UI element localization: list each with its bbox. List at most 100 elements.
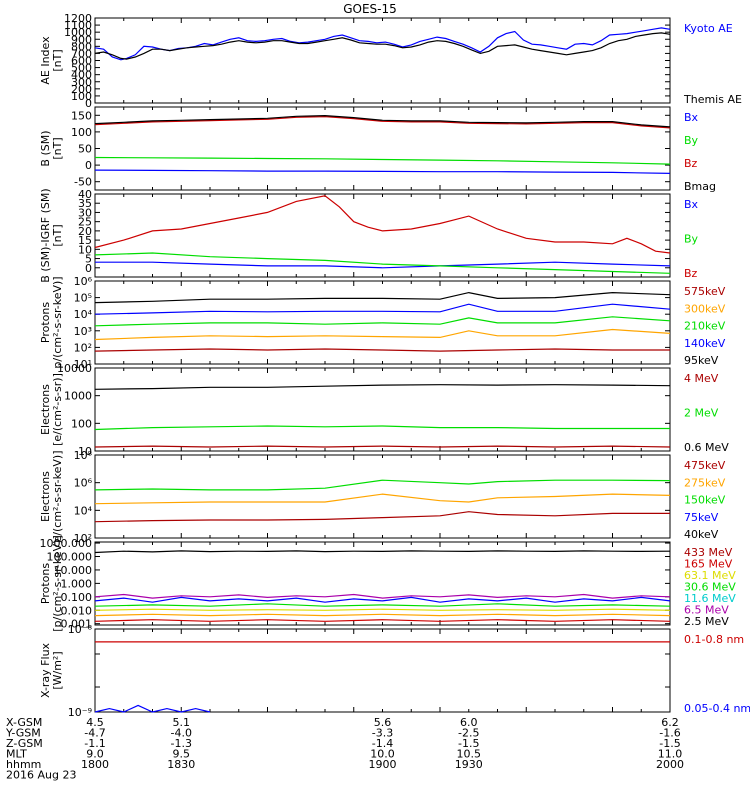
series-line-2-MeV: [94, 425, 670, 431]
series-line-433-MeV: [94, 619, 671, 622]
series-line-Bz: [94, 115, 671, 129]
y-axis-label: e/(cm²-s-sr-keV)]: [51, 451, 64, 543]
y-tick-label: 1000: [64, 390, 92, 403]
y-axis-label: [nT]: [51, 224, 64, 246]
x-row-value: 5.1: [173, 716, 191, 729]
x-row-label: X-GSM: [6, 716, 42, 729]
y-tick-label: 1000: [64, 26, 92, 39]
y-axis-label: [p/(cm²-s-sr-keV)]: [51, 535, 64, 632]
series-line-Themis-AE: [94, 32, 671, 60]
y-tick-label: 1200: [64, 12, 92, 25]
legend-item: 475keV: [684, 459, 726, 472]
legend-item: By: [684, 134, 699, 147]
x-row-value: 1830: [167, 758, 195, 771]
x-axis-date: 2016 Aug 23: [6, 769, 76, 782]
legend-item: Bx: [684, 111, 699, 124]
y-tick-label: 0: [85, 97, 92, 110]
x-row-label: MLT: [6, 748, 27, 761]
y-tick-label: 0.010: [61, 604, 93, 617]
x-row-value: 6.2: [661, 716, 679, 729]
series-line-165-MeV: [94, 613, 671, 617]
y-axis-label: p/(cm²-s-sr-keV)]: [51, 276, 64, 368]
y-tick-label: 10⁴: [74, 504, 93, 517]
legend-item: Bz: [684, 157, 698, 170]
y-tick-label: 100: [71, 90, 92, 103]
x-row-value: 10.0: [370, 748, 395, 761]
legend-item: Themis AE: [683, 93, 742, 106]
y-tick-label: 10⁸: [74, 449, 93, 462]
x-row-value: -3.3: [372, 727, 393, 740]
legend-item: Bmag: [684, 180, 716, 193]
y-tick-label: 25: [78, 216, 92, 229]
y-axis-label: X-ray Flux: [39, 642, 52, 698]
x-row-value: -4.7: [84, 727, 105, 740]
x-row-value: -4.0: [171, 727, 192, 740]
y-tick-label: 0.001: [61, 618, 93, 631]
x-row-value: 5.6: [374, 716, 392, 729]
x-row-label: hhmm: [6, 758, 41, 771]
y-tick-label: 5: [85, 253, 92, 266]
y-tick-label: 0.100: [61, 591, 93, 604]
legend-item: 30.6 MeV: [684, 581, 736, 594]
y-tick-label: 50: [78, 143, 92, 156]
series-line-300keV: [94, 328, 671, 341]
x-row-value: -1.5: [659, 737, 680, 750]
x-row-value: 1800: [81, 758, 109, 771]
y-tick-label: 10⁶: [74, 275, 93, 288]
series-line-11-6-MeV: [94, 596, 671, 603]
panel-frame: [94, 454, 671, 539]
series-line-475keV: [94, 511, 670, 523]
y-tick-label: 10⁶: [74, 477, 93, 490]
y-tick-label: 300: [71, 76, 92, 89]
y-tick-label: 1100: [64, 19, 92, 32]
y-axis-label: Electrons: [39, 471, 52, 522]
y-tick-label: 600: [71, 55, 92, 68]
y-axis-label: [e/(cm²-s-sr)]: [51, 373, 64, 446]
panel-electrons_diff: 10² 10⁴ 10⁶ 10⁸ Electrons e/(cm²-s-sr-keV)] 47…: [39, 449, 726, 545]
y-tick-label: 10²: [74, 532, 92, 545]
panel-frame: [94, 17, 671, 104]
x-row-value: -1.5: [458, 737, 479, 750]
legend-item: 165 MeV: [684, 558, 733, 571]
series-line-30-6-MeV: [94, 603, 671, 607]
series-line-575keV: [94, 348, 670, 352]
panel-protons_high: 0.0010.0100.1001.00010.000100.0001000.00…: [39, 535, 736, 632]
series-line-Bx: [95, 261, 671, 269]
y-axis-label: [W/m²]: [51, 651, 64, 689]
legend-item: 300keV: [684, 302, 726, 315]
y-tick-label: 10²: [74, 341, 92, 354]
x-row-value: 6.0: [460, 716, 478, 729]
figure-title: GOES-15: [343, 2, 397, 16]
y-tick-label: 200: [71, 83, 92, 96]
panel-electrons_int: 10 100 1000 10000 Electrons [e/(cm²-s-sr)] 4 M…: [39, 362, 729, 458]
legend-item: 63.1 MeV: [684, 569, 736, 582]
y-tick-label: 150: [71, 109, 92, 122]
x-row-value: -1.6: [659, 727, 680, 740]
legend-item: 4 MeV: [684, 372, 719, 385]
legend-item: 150keV: [684, 494, 726, 507]
series-line-Bz: [94, 195, 671, 254]
y-tick-label: 10: [78, 445, 92, 458]
y-tick-label: 10⁴: [74, 308, 93, 321]
series-line-6-5-MeV: [94, 593, 671, 599]
series-line-150keV: [94, 479, 671, 491]
y-tick-label: 100.000: [47, 551, 93, 564]
y-tick-label: 40: [78, 188, 92, 201]
x-row-value: -1.1: [84, 737, 105, 750]
legend-item: 2 MeV: [684, 407, 719, 420]
y-axis-label: B (SM)-IGRF (SM): [39, 188, 52, 282]
legend-item: 75keV: [684, 511, 719, 524]
legend-item: 140keV: [684, 337, 726, 350]
y-tick-label: 10: [78, 243, 92, 256]
x-row-label: Y-GSM: [5, 727, 41, 740]
panel-ae: 0100200300400500600700800900100011001200…: [39, 12, 742, 110]
legend-item: 0.05-0.4 nm: [684, 702, 750, 715]
panel-protons_low: 10¹ 10² 10³ 10⁴ 10⁵ 10⁶ Protons p/(cm²-s-sr-keV…: [39, 275, 726, 371]
y-tick-label: 700: [71, 47, 92, 60]
legend-item: Kyoto AE: [684, 22, 733, 35]
legend-item: 2.5 MeV: [684, 615, 729, 628]
series-line-63-1-MeV: [94, 608, 671, 611]
y-tick-label: 0: [85, 159, 92, 172]
